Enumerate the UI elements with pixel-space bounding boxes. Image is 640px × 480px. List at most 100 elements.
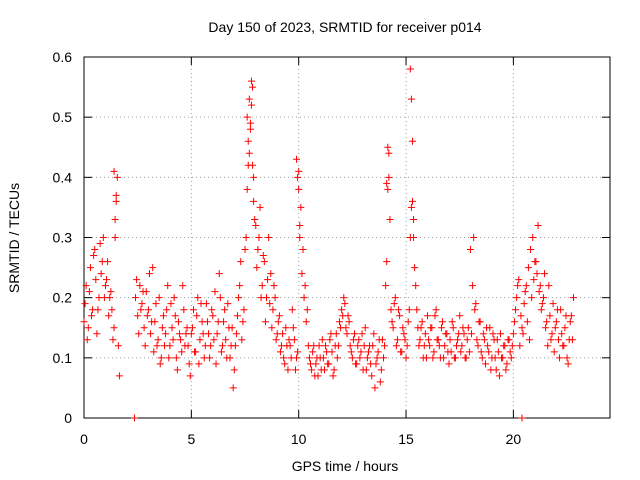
data-point bbox=[297, 203, 305, 211]
data-point bbox=[405, 306, 413, 314]
data-point bbox=[549, 300, 557, 308]
data-point bbox=[115, 372, 123, 380]
data-point bbox=[303, 306, 311, 314]
data-point bbox=[382, 282, 390, 290]
data-point bbox=[283, 342, 291, 350]
data-point bbox=[442, 330, 450, 338]
data-point bbox=[333, 354, 341, 362]
data-point bbox=[389, 324, 397, 332]
data-point bbox=[162, 330, 170, 338]
data-point bbox=[213, 330, 221, 338]
data-point bbox=[140, 324, 148, 332]
data-point bbox=[552, 318, 560, 326]
data-point bbox=[454, 336, 462, 344]
data-point bbox=[432, 306, 440, 314]
y-tick-label: 0.6 bbox=[53, 49, 73, 65]
data-point bbox=[245, 95, 253, 103]
data-point bbox=[296, 221, 304, 229]
data-point bbox=[91, 246, 99, 254]
data-point bbox=[244, 137, 252, 145]
data-point bbox=[293, 155, 301, 163]
y-axis-label: SRMTID / TECUs bbox=[6, 183, 22, 293]
data-point bbox=[395, 306, 403, 314]
data-point bbox=[85, 288, 93, 296]
data-point bbox=[385, 149, 393, 157]
data-point bbox=[149, 264, 157, 272]
data-point bbox=[518, 324, 526, 332]
data-point bbox=[274, 318, 282, 326]
data-point bbox=[264, 276, 272, 284]
data-point bbox=[468, 330, 476, 338]
data-point bbox=[203, 318, 211, 326]
data-point bbox=[535, 288, 543, 296]
data-point bbox=[431, 312, 439, 320]
data-point bbox=[570, 294, 578, 302]
data-point bbox=[550, 348, 558, 356]
data-point bbox=[241, 246, 249, 254]
data-point bbox=[390, 300, 398, 308]
data-point bbox=[476, 318, 484, 326]
data-point bbox=[82, 282, 90, 290]
data-point bbox=[81, 300, 89, 308]
data-point bbox=[111, 234, 119, 241]
data-point bbox=[280, 354, 288, 362]
data-point bbox=[108, 306, 116, 314]
data-point bbox=[375, 336, 383, 344]
data-point bbox=[184, 342, 192, 350]
data-point bbox=[255, 234, 263, 241]
data-point bbox=[147, 330, 155, 338]
data-point bbox=[322, 342, 330, 350]
data-point bbox=[520, 300, 528, 308]
data-point bbox=[484, 342, 492, 350]
data-point bbox=[374, 348, 382, 356]
data-point bbox=[445, 360, 453, 368]
data-point bbox=[425, 336, 433, 344]
data-point bbox=[308, 366, 316, 374]
data-point bbox=[318, 336, 326, 344]
data-point bbox=[174, 318, 182, 326]
data-point bbox=[176, 330, 184, 338]
data-point bbox=[504, 336, 512, 344]
data-point bbox=[338, 306, 346, 314]
data-point bbox=[472, 300, 480, 308]
data-point bbox=[566, 318, 574, 326]
data-point bbox=[332, 330, 340, 338]
data-point bbox=[384, 143, 392, 151]
data-point bbox=[261, 318, 269, 326]
data-point bbox=[84, 324, 92, 332]
data-point bbox=[311, 372, 319, 380]
data-point bbox=[281, 360, 289, 368]
data-point bbox=[185, 360, 193, 368]
data-point bbox=[250, 197, 258, 205]
data-point bbox=[564, 360, 572, 368]
data-point bbox=[99, 234, 107, 241]
data-point bbox=[246, 125, 254, 133]
data-point bbox=[430, 348, 438, 356]
data-point bbox=[440, 354, 448, 362]
data-point bbox=[360, 342, 368, 350]
data-point bbox=[347, 348, 355, 356]
data-point bbox=[221, 306, 229, 314]
data-point bbox=[196, 336, 204, 344]
data-point bbox=[548, 330, 556, 338]
data-point bbox=[401, 336, 409, 344]
data-point bbox=[402, 354, 410, 362]
data-point bbox=[156, 360, 164, 368]
data-point bbox=[459, 324, 467, 332]
data-point bbox=[295, 185, 303, 193]
data-point bbox=[155, 294, 163, 302]
data-point bbox=[299, 246, 307, 254]
data-point bbox=[446, 336, 454, 344]
data-point bbox=[399, 324, 407, 332]
data-point bbox=[234, 312, 242, 320]
data-point bbox=[328, 348, 336, 356]
data-point bbox=[235, 294, 243, 302]
data-point bbox=[211, 288, 219, 296]
chart-title: Day 150 of 2023, SRMTID for receiver p01… bbox=[208, 19, 481, 35]
data-point bbox=[209, 312, 217, 320]
data-point bbox=[329, 372, 337, 380]
data-point bbox=[485, 348, 493, 356]
data-point bbox=[414, 324, 422, 332]
data-point bbox=[267, 270, 275, 278]
data-point bbox=[525, 336, 533, 344]
